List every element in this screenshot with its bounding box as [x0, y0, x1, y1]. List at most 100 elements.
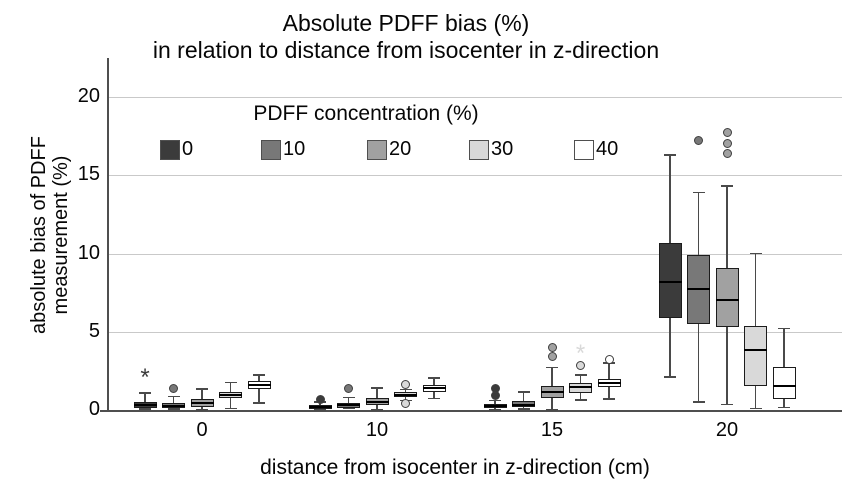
median-line [308, 405, 332, 408]
whisker-cap-low [517, 408, 530, 410]
whisker-lower [579, 392, 582, 400]
whisker-lower [783, 399, 785, 408]
whisker-lower [376, 405, 378, 410]
whisker-lower [608, 386, 610, 400]
whisker-cap-high [574, 374, 587, 376]
chart-title: Absolute PDFF bias (%) in relation to di… [0, 10, 812, 64]
whisker-cap-high [371, 387, 383, 389]
median-line [190, 401, 214, 404]
whisker-upper [258, 374, 260, 382]
legend-item-label: 20 [389, 138, 412, 160]
legend-item-label: 0 [182, 138, 194, 160]
whisker-upper [144, 392, 146, 403]
gridline [107, 331, 842, 333]
gridline [107, 253, 842, 255]
x-tick-label: 20 [715, 419, 739, 441]
whisker-cap-high [517, 391, 530, 393]
median-line [162, 405, 185, 408]
legend-item-10: 10 [261, 138, 305, 161]
whisker-upper [494, 400, 496, 404]
median-line [512, 403, 535, 406]
outlier-circle [344, 383, 353, 393]
whisker-upper [201, 388, 203, 400]
y-tick-label: 10 [77, 241, 100, 264]
whisker-upper [726, 186, 728, 268]
box-20-40 [772, 366, 796, 400]
median-line [133, 404, 157, 407]
whisker-cap-high [196, 388, 208, 390]
outlier-star: * [140, 363, 150, 391]
whisker-upper [404, 389, 407, 392]
outlier-circle [547, 342, 557, 352]
whisker-lower [754, 385, 757, 409]
median-line [247, 383, 271, 386]
whisker-upper [754, 253, 757, 327]
chart-title-line1: Absolute PDFF bias (%) [282, 10, 530, 36]
whisker-upper [522, 392, 525, 402]
whisker-cap-high [749, 252, 762, 255]
whisker-cap-high [489, 399, 501, 402]
whisker-lower [229, 398, 232, 409]
outlier-star: * [575, 340, 586, 368]
whisker-cap-low [253, 402, 265, 404]
outlier-circle [604, 355, 614, 365]
whisker-upper [376, 388, 378, 399]
outlier-circle [490, 384, 500, 394]
whisker-upper [172, 396, 175, 403]
box-20-30 [744, 326, 767, 386]
whisker-cap-high [721, 185, 733, 187]
median-line [772, 384, 796, 387]
box-20-20 [715, 267, 739, 328]
legend-swatch-icon [367, 139, 387, 160]
outlier-circle [722, 148, 732, 158]
whisker-cap-low [428, 397, 440, 399]
x-tick-label: 15 [540, 419, 564, 441]
whisker-upper [229, 382, 232, 392]
median-line [597, 381, 621, 384]
legend-swatch-icon [261, 139, 281, 160]
whisker-cap-low [778, 406, 790, 409]
whisker-upper [783, 328, 785, 367]
median-line [219, 394, 242, 397]
whisker-cap-low [196, 409, 208, 411]
outlier-circle [169, 383, 178, 393]
outlier-circle [576, 360, 585, 370]
whisker-upper [433, 377, 435, 385]
whisker-cap-low [342, 407, 355, 410]
whisker-cap-low [167, 408, 180, 410]
median-line [540, 391, 564, 393]
y-axis-line [107, 58, 109, 410]
legend-swatch-icon [469, 139, 489, 160]
median-line [422, 387, 446, 390]
whisker-lower [726, 327, 728, 405]
legend-swatch-icon [160, 139, 180, 160]
whisker-cap-high [778, 327, 790, 330]
outlier-circle [315, 395, 325, 405]
whisker-cap-high [664, 154, 676, 156]
outlier-circle [401, 379, 410, 389]
whisker-lower [697, 323, 700, 403]
whisker-cap-high [342, 396, 355, 399]
legend-title: PDFF concentration (%) [253, 102, 479, 125]
whisker-upper [579, 374, 582, 383]
whisker-lower [551, 398, 553, 410]
whisker-cap-high [546, 366, 558, 369]
whisker-cap-low [224, 407, 237, 410]
median-line [483, 405, 507, 408]
whisker-upper [347, 397, 350, 403]
whisker-upper [608, 363, 610, 379]
x-tick-label: 0 [196, 419, 208, 441]
legend-item-0: 0 [160, 138, 193, 161]
whisker-cap-high [428, 377, 440, 379]
whisker-upper [669, 154, 671, 243]
whisker-cap-high [253, 374, 265, 376]
x-axis-title: distance from isocenter in z-direction (… [260, 456, 650, 479]
whisker-cap-low [489, 409, 501, 411]
whisker-lower [669, 318, 671, 378]
whisker-lower [494, 408, 496, 410]
whisker-cap-low [749, 407, 762, 410]
x-axis-line [100, 410, 842, 412]
outlier-circle [694, 136, 703, 146]
